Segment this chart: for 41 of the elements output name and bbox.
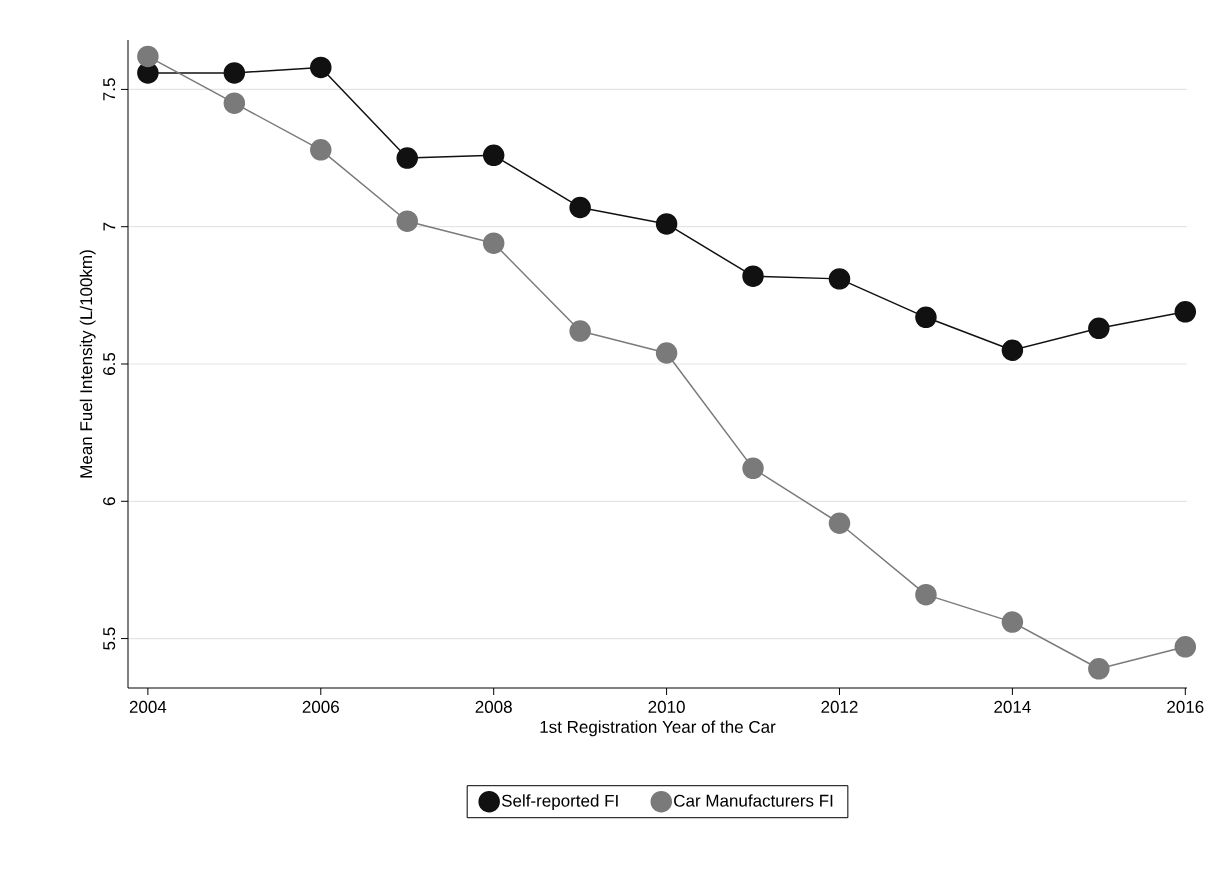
point xyxy=(1174,301,1197,323)
x-tick-label: 2006 xyxy=(302,700,339,713)
y-tick-label: 7.5 xyxy=(103,78,116,101)
y-axis-title: Mean Fuel Intensity (L/100km) xyxy=(79,250,96,478)
legend-label: Car Manufacturers FI xyxy=(674,794,833,807)
y-tick-label: 7 xyxy=(103,222,116,231)
x-tick-label: 2014 xyxy=(994,700,1031,713)
point xyxy=(915,306,937,329)
point xyxy=(1001,339,1024,362)
point xyxy=(569,196,591,219)
point xyxy=(655,213,678,235)
point xyxy=(1088,317,1110,340)
y-tick-label: 5.5 xyxy=(103,627,116,650)
point xyxy=(1001,611,1024,633)
point xyxy=(482,144,505,167)
point xyxy=(569,320,591,342)
point xyxy=(742,457,764,480)
point xyxy=(310,56,332,79)
point xyxy=(1088,658,1110,680)
x-tick-label: 2010 xyxy=(648,700,685,713)
point xyxy=(655,342,678,364)
point xyxy=(137,45,159,68)
point xyxy=(742,265,764,287)
point xyxy=(396,147,418,169)
x-tick-label: 2012 xyxy=(821,700,858,713)
point xyxy=(482,232,505,254)
point xyxy=(396,210,418,232)
point xyxy=(828,268,851,290)
y-tick-label: 6.5 xyxy=(103,352,116,375)
point xyxy=(828,512,851,534)
x-tick-label: 2004 xyxy=(129,700,167,713)
point xyxy=(915,583,937,606)
x-tick-label: 2016 xyxy=(1167,700,1204,713)
point xyxy=(1174,636,1197,658)
point xyxy=(310,139,332,161)
legend-label: Self-reported FI xyxy=(501,794,618,811)
point xyxy=(223,92,246,114)
x-tick-label: 2008 xyxy=(475,700,512,713)
point xyxy=(223,62,246,84)
x-axis-title: 1st Registration Year of the Car xyxy=(540,720,776,737)
y-tick-label: 6 xyxy=(103,497,116,506)
